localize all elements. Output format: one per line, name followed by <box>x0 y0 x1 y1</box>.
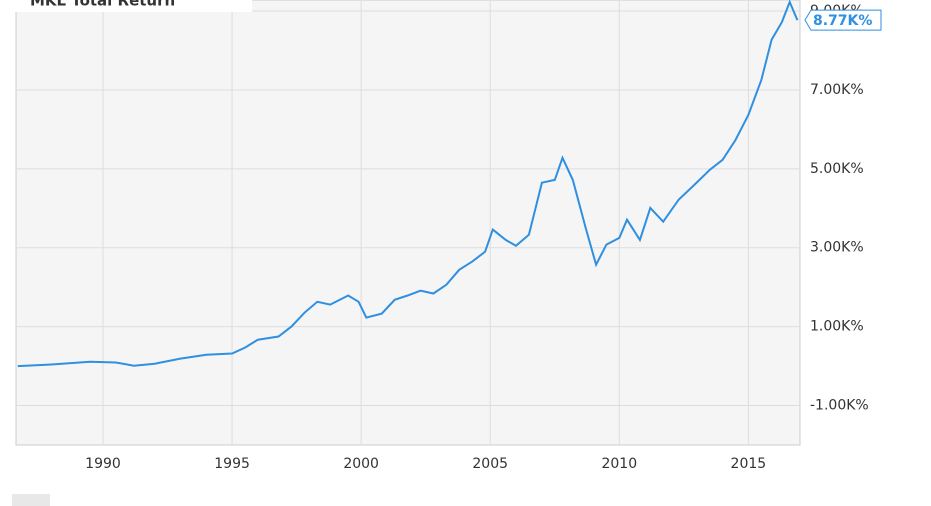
logo <box>12 494 50 506</box>
x-tick-label: 2005 <box>472 456 508 472</box>
y-tick-label: 7.00K% <box>810 82 864 98</box>
x-tick-label: 1995 <box>214 456 250 472</box>
title-box <box>6 0 252 12</box>
plot-area <box>15 0 801 446</box>
y-tick-label: 5.00K% <box>810 161 864 177</box>
y-tick-label: -1.00K% <box>810 398 869 414</box>
x-tick-label: 2000 <box>343 456 379 472</box>
value-label: 8.77K% <box>813 13 872 29</box>
chart-title: MKL Total Return <box>30 0 175 10</box>
y-tick-label: 1.00K% <box>810 319 864 335</box>
x-tick-label: 2015 <box>731 456 767 472</box>
value-label-box <box>804 9 882 31</box>
x-tick-label: 1990 <box>85 456 121 472</box>
y-tick-label: 3.00K% <box>810 240 864 256</box>
x-tick-label: 2010 <box>601 456 637 472</box>
series-line <box>17 0 799 368</box>
